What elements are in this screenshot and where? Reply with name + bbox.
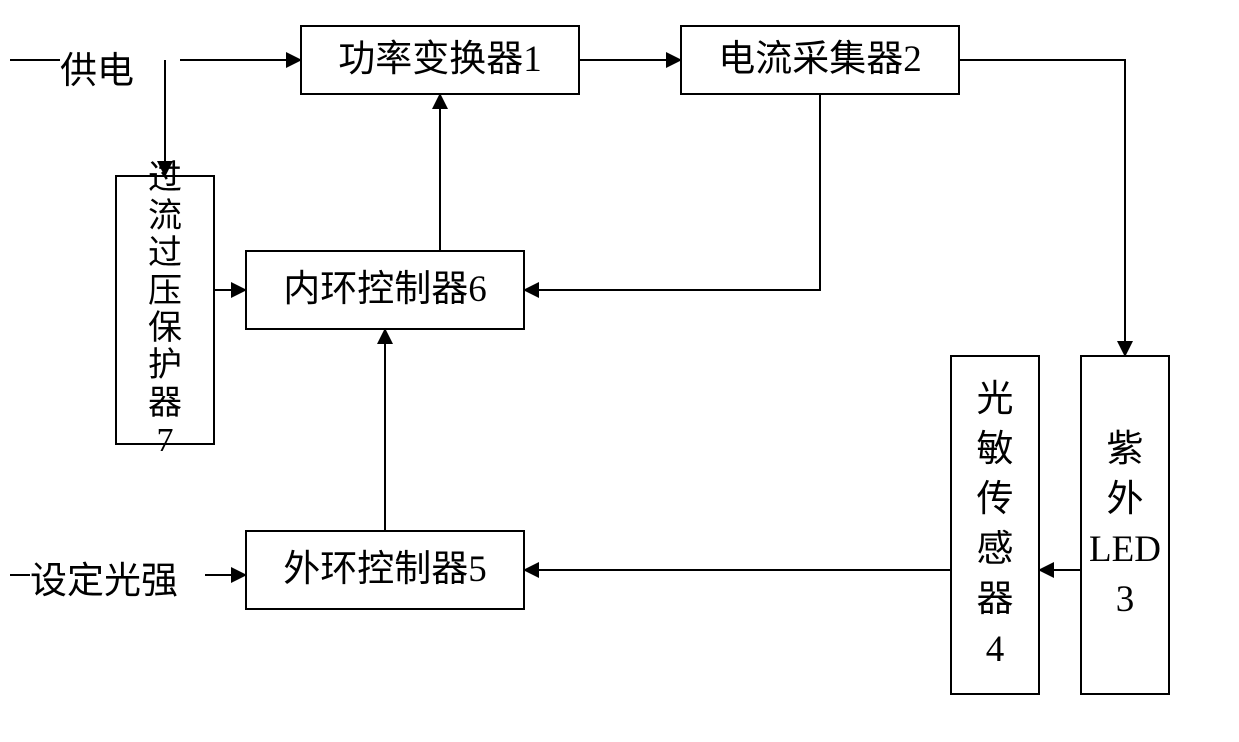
node-7-text: 过流过压保护器7 [148,160,182,459]
node-overcurrent-protector-7: 过流过压保护器7 [115,175,215,445]
node-current-collector-2: 电流采集器2 [680,25,960,95]
node-1-text: 功率变换器1 [338,35,542,85]
label-set-intensity: 设定光强 [30,550,210,600]
node-2-text: 电流采集器2 [718,35,922,85]
node-inner-loop-controller-6: 内环控制器6 [245,250,525,330]
node-4-text: 光敏传感器4 [977,375,1014,675]
label-set-text: 设定光强 [30,561,178,602]
node-5-text: 外环控制器5 [283,545,487,595]
node-uv-led-3: 紫外LED3 [1080,355,1170,695]
edge-n2-n6 [525,95,820,290]
label-power-supply: 供电 [60,40,180,90]
node-6-text: 内环控制器6 [283,265,487,315]
node-photo-sensor-4: 光敏传感器4 [950,355,1040,695]
node-3-text: 紫外LED3 [1089,425,1161,625]
edge-n2-n3 [960,60,1125,355]
node-outer-loop-controller-5: 外环控制器5 [245,530,525,610]
node-power-converter-1: 功率变换器1 [300,25,580,95]
label-power-text: 供电 [60,51,134,92]
